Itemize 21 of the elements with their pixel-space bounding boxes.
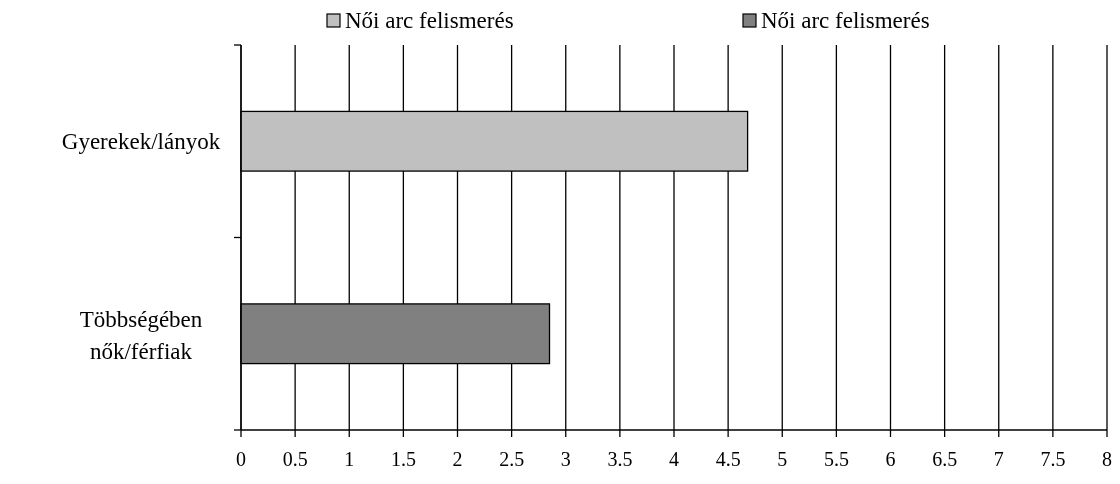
y-tick-label: Többségében nők/férfiak	[79, 306, 203, 364]
legend-label: Női arc felismerés	[761, 8, 930, 33]
x-tick-label: 4.5	[715, 448, 741, 470]
x-tick-label: 7.5	[1040, 448, 1066, 470]
x-tick-label: 8	[1102, 448, 1112, 470]
x-tick-label: 2	[452, 448, 463, 470]
legend-label: Női arc felismerés	[345, 8, 514, 33]
x-tick-label: 3.5	[607, 448, 633, 470]
x-tick-label: 7	[993, 448, 1004, 470]
x-tick-label: 6.5	[932, 448, 958, 470]
x-tick-label: 4	[669, 448, 679, 470]
x-tick-label: 0.5	[282, 448, 308, 470]
x-tick-label: 1	[344, 448, 355, 470]
x-tick-label: 1.5	[390, 448, 416, 470]
x-tick-label: 5	[777, 448, 788, 470]
x-tick-label: 6	[885, 448, 896, 470]
x-tick-label: 2.5	[499, 448, 525, 470]
x-tick-label: 3	[560, 448, 571, 470]
y-tick-label: Gyerekek/lányok	[61, 129, 221, 155]
x-tick-label: 5.5	[823, 448, 849, 470]
x-tick-label: 0	[236, 448, 246, 470]
